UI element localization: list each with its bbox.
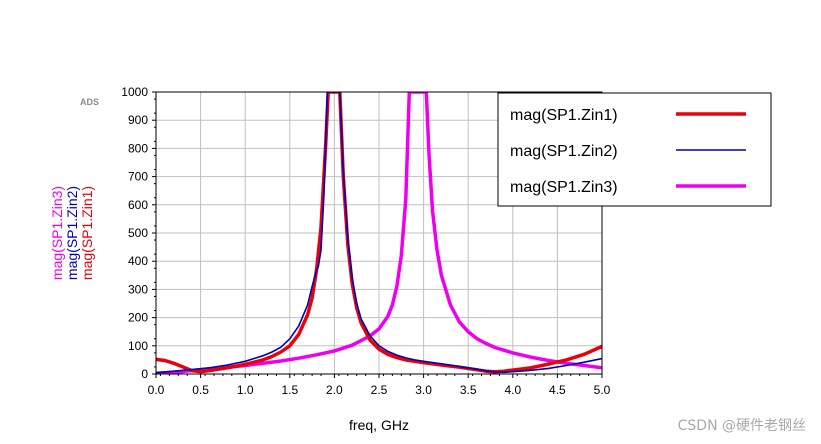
grid	[156, 92, 602, 374]
y-tick-labels: 0 100 200 300 400 500 600 700 800 900 1000	[121, 85, 148, 381]
y-axis-title: mag(SP1.Zin3) mag(SP1.Zin2) mag(SP1.Zin1)	[49, 186, 95, 280]
y-tick-label: 900	[128, 113, 148, 127]
y-tick-label: 0	[141, 367, 148, 381]
series-line-mag-sp1-zin2-	[156, 92, 602, 374]
x-tick-label: 2.0	[326, 383, 343, 397]
legend-label: mag(SP1.Zin3)	[510, 179, 618, 196]
y-tick-label: 500	[128, 226, 148, 240]
y-axis-title-part: mag(SP1.Zin1)	[79, 186, 95, 280]
legend-label: mag(SP1.Zin1)	[510, 107, 618, 124]
x-tick-label: 1.5	[281, 383, 298, 397]
y-tick-label: 100	[128, 339, 148, 353]
y-tick-label: 1000	[121, 85, 148, 99]
legend-label: mag(SP1.Zin2)	[510, 143, 618, 160]
x-tick-label: 3.0	[415, 383, 432, 397]
watermark: CSDN @硬件老钢丝	[678, 418, 806, 434]
y-tick-label: 400	[128, 254, 148, 268]
x-tick-label: 5.0	[594, 383, 611, 397]
x-tick-label: 1.0	[237, 383, 254, 397]
x-tick-label: 4.5	[549, 383, 566, 397]
y-axis-title-part: mag(SP1.Zin2)	[64, 186, 80, 280]
y-tick-label: 600	[128, 198, 148, 212]
x-tick-label: 3.5	[460, 383, 477, 397]
x-tick-labels: 0.0 0.5 1.0 1.5 2.0 2.5 3.0 3.5 4.0 4.5 5.0	[148, 383, 611, 397]
y-tick-label: 700	[128, 170, 148, 184]
y-tick-label: 300	[128, 282, 148, 296]
y-tick-label: 200	[128, 311, 148, 325]
legend: mag(SP1.Zin1) mag(SP1.Zin2) mag(SP1.Zin3)	[497, 92, 772, 207]
series-layer	[156, 92, 602, 374]
y-tick-label: 800	[128, 141, 148, 155]
x-tick-label: 0.5	[192, 383, 209, 397]
plot-frame	[155, 91, 603, 375]
x-tick-label: 0.0	[148, 383, 165, 397]
y-axis-title-part: mag(SP1.Zin3)	[49, 186, 65, 280]
x-tick-label: 2.5	[371, 383, 388, 397]
x-tick-label: 4.0	[504, 383, 521, 397]
series-line-mag-sp1-zin3-	[156, 92, 602, 374]
ads-logo: ADS	[80, 97, 99, 107]
x-axis-title: freq, GHz	[349, 417, 409, 433]
